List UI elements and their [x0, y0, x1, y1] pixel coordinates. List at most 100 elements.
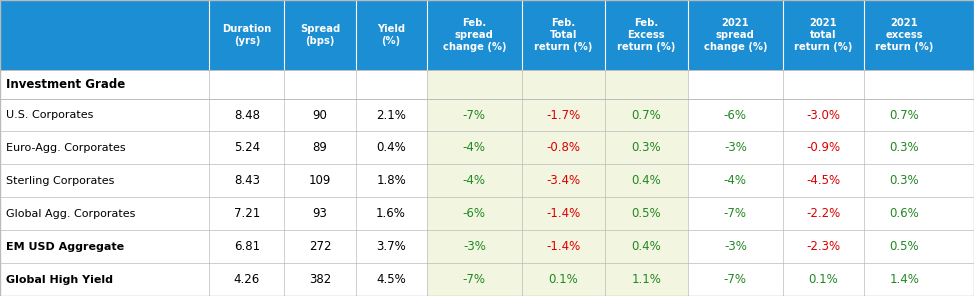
Bar [427, 263, 522, 296]
Bar [427, 99, 522, 131]
Text: 4.5%: 4.5% [376, 273, 406, 286]
Bar [783, 197, 864, 230]
Bar [0, 197, 209, 230]
Bar [284, 131, 356, 164]
Text: -1.7%: -1.7% [546, 109, 581, 122]
Text: -7%: -7% [724, 273, 747, 286]
Text: 0.1%: 0.1% [548, 273, 579, 286]
Text: -2.2%: -2.2% [806, 207, 841, 220]
Text: 272: 272 [309, 240, 331, 253]
Text: -3.0%: -3.0% [806, 109, 841, 122]
Text: -4%: -4% [463, 141, 486, 155]
Bar [427, 230, 522, 263]
Bar [522, 70, 605, 296]
Text: -0.8%: -0.8% [546, 141, 581, 155]
Text: 2021
excess
return (%): 2021 excess return (%) [876, 18, 933, 52]
Bar [688, 131, 783, 164]
Bar [427, 164, 522, 197]
Text: 8.43: 8.43 [234, 174, 260, 187]
Text: 0.5%: 0.5% [631, 207, 661, 220]
Bar [0, 263, 209, 296]
Text: 1.8%: 1.8% [376, 174, 406, 187]
Bar [284, 99, 356, 131]
Text: -3%: -3% [724, 240, 747, 253]
Bar [427, 70, 522, 296]
Text: Duration
(yrs): Duration (yrs) [222, 24, 272, 46]
Text: 109: 109 [309, 174, 331, 187]
Bar [356, 99, 427, 131]
Bar [783, 70, 864, 99]
Bar [209, 70, 284, 99]
Text: -0.9%: -0.9% [806, 141, 841, 155]
Text: -3.4%: -3.4% [546, 174, 581, 187]
Text: 4.26: 4.26 [234, 273, 260, 286]
Text: 0.5%: 0.5% [889, 240, 919, 253]
Bar [605, 197, 688, 230]
Text: 0.7%: 0.7% [631, 109, 661, 122]
Text: 2021
total
return (%): 2021 total return (%) [795, 18, 852, 52]
Text: U.S. Corporates: U.S. Corporates [6, 110, 94, 120]
Text: -4.5%: -4.5% [806, 174, 841, 187]
Bar [356, 70, 427, 99]
Bar [427, 131, 522, 164]
Text: -7%: -7% [463, 273, 486, 286]
Text: Investment Grade: Investment Grade [6, 78, 125, 91]
Bar [605, 230, 688, 263]
Bar [356, 263, 427, 296]
Bar [605, 164, 688, 197]
Bar [0, 131, 209, 164]
Text: 3.7%: 3.7% [376, 240, 406, 253]
Bar [864, 99, 945, 131]
Bar [427, 70, 522, 99]
Bar [522, 230, 605, 263]
Text: Sterling Corporates: Sterling Corporates [6, 176, 114, 186]
Bar [783, 230, 864, 263]
Bar [864, 131, 945, 164]
Bar [605, 263, 688, 296]
Text: EM USD Aggregate: EM USD Aggregate [6, 242, 124, 252]
Text: 90: 90 [313, 109, 327, 122]
Text: 0.4%: 0.4% [631, 174, 661, 187]
Text: 0.6%: 0.6% [889, 207, 919, 220]
Bar [783, 164, 864, 197]
Text: 2.1%: 2.1% [376, 109, 406, 122]
Bar [356, 230, 427, 263]
Text: Feb.
Excess
return (%): Feb. Excess return (%) [618, 18, 675, 52]
Text: -1.4%: -1.4% [546, 240, 581, 253]
Text: 1.1%: 1.1% [631, 273, 661, 286]
Bar [284, 164, 356, 197]
Text: 1.6%: 1.6% [376, 207, 406, 220]
Bar [284, 263, 356, 296]
Bar [688, 230, 783, 263]
Text: -2.3%: -2.3% [806, 240, 841, 253]
Text: 0.4%: 0.4% [631, 240, 661, 253]
Text: Feb.
spread
change (%): Feb. spread change (%) [442, 18, 506, 52]
Bar [688, 70, 783, 99]
Bar [605, 131, 688, 164]
Text: Global Agg. Corporates: Global Agg. Corporates [6, 209, 135, 219]
Text: 0.1%: 0.1% [808, 273, 839, 286]
Bar [783, 99, 864, 131]
Bar [356, 164, 427, 197]
Bar [688, 263, 783, 296]
Text: 1.4%: 1.4% [889, 273, 919, 286]
Text: 7.21: 7.21 [234, 207, 260, 220]
Bar [605, 70, 688, 296]
Bar [522, 99, 605, 131]
Bar [522, 131, 605, 164]
Text: 382: 382 [309, 273, 331, 286]
Bar [284, 197, 356, 230]
Bar [522, 263, 605, 296]
Text: -7%: -7% [463, 109, 486, 122]
Bar [688, 164, 783, 197]
Bar [864, 263, 945, 296]
Bar [864, 230, 945, 263]
Text: 6.81: 6.81 [234, 240, 260, 253]
Bar [522, 164, 605, 197]
Bar [0, 99, 209, 131]
Text: -6%: -6% [724, 109, 747, 122]
Bar [522, 197, 605, 230]
Bar [688, 99, 783, 131]
Text: 0.3%: 0.3% [631, 141, 661, 155]
Text: 5.24: 5.24 [234, 141, 260, 155]
